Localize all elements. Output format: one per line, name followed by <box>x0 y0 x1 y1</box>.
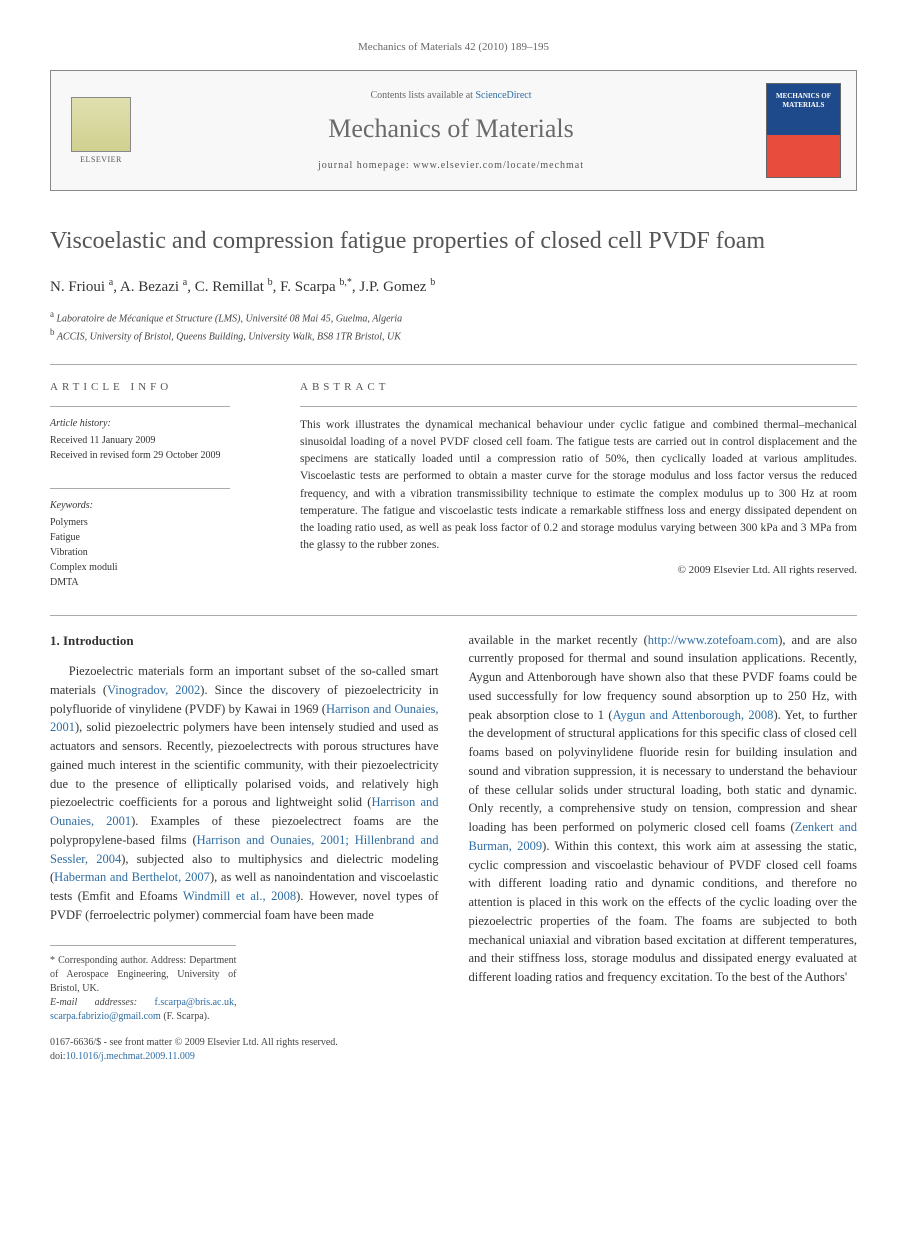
body-columns: 1. Introduction Piezoelectric materials … <box>50 631 857 1064</box>
column-left: 1. Introduction Piezoelectric materials … <box>50 631 439 1064</box>
corresponding-emails: E-mail addresses: f.scarpa@bris.ac.uk, s… <box>50 996 236 1024</box>
journal-name: Mechanics of Materials <box>151 111 751 147</box>
journal-cover-icon <box>766 83 841 178</box>
keywords-label: Keywords: <box>50 499 270 513</box>
journal-homepage: journal homepage: www.elsevier.com/locat… <box>151 159 751 173</box>
abstract-copyright: © 2009 Elsevier Ltd. All rights reserved… <box>300 563 857 578</box>
history-received: Received 11 January 2009 <box>50 433 270 448</box>
doi-link[interactable]: 10.1016/j.mechmat.2009.11.009 <box>66 1051 195 1062</box>
homepage-prefix: journal homepage: <box>318 160 413 171</box>
history-label: Article history: <box>50 417 270 431</box>
affiliations: a Laboratoire de Mécanique et Structure … <box>50 308 857 345</box>
article-info: ARTICLE INFO Article history: Received 1… <box>50 380 270 589</box>
footer: 0167-6636/$ - see front matter © 2009 El… <box>50 1036 439 1064</box>
info-rule-2 <box>50 488 230 489</box>
rule-bottom <box>50 615 857 616</box>
rule-top <box>50 364 857 365</box>
keyword-3: Complex moduli <box>50 560 270 575</box>
journal-banner: ELSEVIER Contents lists available at Sci… <box>50 70 857 191</box>
article-title: Viscoelastic and compression fatigue pro… <box>50 226 857 257</box>
sciencedirect-link[interactable]: ScienceDirect <box>475 90 531 101</box>
footer-doi: doi:10.1016/j.mechmat.2009.11.009 <box>50 1050 439 1064</box>
affiliation-b: b ACCIS, University of Bristol, Queens B… <box>50 326 857 344</box>
homepage-link[interactable]: www.elsevier.com/locate/mechmat <box>413 160 584 171</box>
intro-heading: 1. Introduction <box>50 631 439 651</box>
keyword-4: DMTA <box>50 575 270 590</box>
keyword-0: Polymers <box>50 515 270 530</box>
elsevier-logo: ELSEVIER <box>66 93 136 168</box>
footer-line1: 0167-6636/$ - see front matter © 2009 El… <box>50 1036 439 1050</box>
email-label: E-mail addresses: <box>50 997 155 1008</box>
elsevier-tree-icon <box>71 97 131 152</box>
affiliation-a: a Laboratoire de Mécanique et Structure … <box>50 308 857 326</box>
intro-para-col1: Piezoelectric materials form an importan… <box>50 662 439 925</box>
elsevier-label: ELSEVIER <box>80 154 122 165</box>
corresponding-note: * Corresponding author. Address: Departm… <box>50 954 236 996</box>
keyword-2: Vibration <box>50 545 270 560</box>
authors-list: N. Frioui a, A. Bezazi a, C. Remillat b,… <box>50 276 857 298</box>
info-rule-1 <box>50 406 230 407</box>
abstract-heading: ABSTRACT <box>300 380 857 395</box>
contents-available: Contents lists available at ScienceDirec… <box>151 89 751 103</box>
abstract-text: This work illustrates the dynamical mech… <box>300 417 857 555</box>
abstract-rule <box>300 406 857 407</box>
history-revised: Received in revised form 29 October 2009 <box>50 448 270 463</box>
info-abstract-row: ARTICLE INFO Article history: Received 1… <box>50 380 857 589</box>
keyword-1: Fatigue <box>50 530 270 545</box>
email-author: (F. Scarpa). <box>163 1011 209 1022</box>
corresponding-author: * Corresponding author. Address: Departm… <box>50 945 236 1024</box>
doi-label: doi: <box>50 1051 66 1062</box>
banner-center: Contents lists available at ScienceDirec… <box>136 89 766 173</box>
info-heading: ARTICLE INFO <box>50 380 270 395</box>
intro-para-col2: available in the market recently (http:/… <box>469 631 858 987</box>
column-right: available in the market recently (http:/… <box>469 631 858 1064</box>
abstract: ABSTRACT This work illustrates the dynam… <box>300 380 857 589</box>
header-citation: Mechanics of Materials 42 (2010) 189–195 <box>50 40 857 55</box>
contents-prefix: Contents lists available at <box>370 90 475 101</box>
